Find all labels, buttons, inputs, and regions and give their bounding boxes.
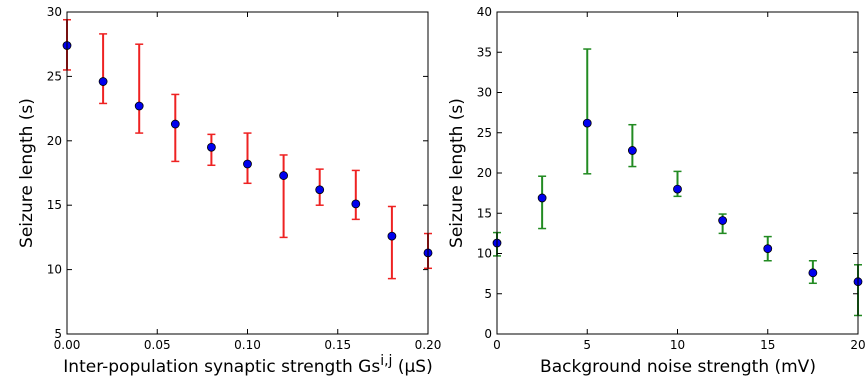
left-y-tick-label: 20 [47, 134, 62, 148]
right-y-axis-label: Seizure length (s) [447, 98, 467, 248]
left-data-point [98, 77, 108, 86]
right-x-tick-label: 5 [583, 338, 591, 352]
left-x-tick-label: 0.15 [324, 338, 351, 352]
right-x-tick-label: 15 [760, 338, 775, 352]
right-y-tick-label: 10 [477, 247, 492, 261]
left-error-bars [63, 18, 432, 280]
left-y-tick-labels: 5 10 15 20 25 30 [47, 5, 62, 341]
right-y-tick-label: 30 [477, 86, 492, 100]
left-chart: 0.00 0.05 0.10 0.15 0.20 5 10 15 20 25 30 Seizure… [17, 5, 441, 377]
right-y-tick-label: 0 [484, 327, 492, 341]
left-x-axis-label-superscript: i,j [380, 353, 392, 369]
left-x-tick-labels: 0.00 0.05 0.10 0.15 0.20 [54, 338, 442, 352]
left-y-tick-label: 30 [47, 5, 62, 19]
left-data-point [279, 171, 289, 180]
right-data-point [763, 244, 773, 254]
right-data-point [718, 216, 728, 225]
left-y-axis-label: Seizure length (s) [17, 98, 37, 248]
left-data-point [315, 185, 325, 195]
right-data-point [582, 118, 592, 128]
left-data-point [387, 231, 397, 241]
right-data-point [673, 184, 682, 194]
left-data-point [206, 142, 216, 152]
left-y-tick-label: 5 [54, 327, 62, 341]
left-x-tick-label: 0.20 [415, 338, 442, 352]
right-y-tick-label: 35 [477, 45, 492, 59]
left-data-point [351, 199, 361, 209]
right-data-point [627, 146, 637, 155]
right-y-tick-label: 5 [484, 287, 492, 301]
left-x-axis-label-main: Inter-population synaptic strength Gs [63, 357, 380, 377]
right-x-axis-label: Background noise strength (mV) [540, 357, 816, 377]
right-data-points [492, 118, 863, 287]
left-data-points [62, 41, 433, 258]
right-y-tick-label: 20 [477, 166, 492, 180]
right-chart: 0 5 10 15 20 0 5 10 15 20 25 30 35 40 Seizure length… [447, 5, 866, 377]
left-x-axis-label-unit: (μS) [392, 357, 432, 377]
left-y-tick-label: 25 [47, 69, 62, 83]
right-data-point [808, 268, 818, 278]
right-x-tick-label: 0 [493, 338, 501, 352]
left-y-tick-label: 10 [47, 263, 62, 277]
right-x-tick-labels: 0 5 10 15 20 [493, 338, 865, 352]
right-error-bars [493, 48, 862, 317]
right-y-tick-label: 25 [477, 126, 492, 140]
right-data-point [537, 193, 547, 203]
left-data-point [134, 101, 144, 111]
right-x-tick-label: 20 [850, 338, 865, 352]
left-data-point [170, 119, 180, 129]
left-y-tick-label: 15 [47, 198, 62, 212]
right-x-tick-label: 10 [670, 338, 685, 352]
left-x-tick-label: 0.05 [144, 338, 171, 352]
left-ticks [66, 11, 429, 335]
left-x-tick-label: 0.10 [234, 338, 261, 352]
right-ticks [496, 11, 859, 335]
left-x-axis-label: Inter-population synaptic strength Gsi,j… [63, 353, 432, 377]
right-y-tick-label: 15 [477, 206, 492, 220]
left-x-tick-label: 0.00 [54, 338, 81, 352]
right-y-tick-labels: 0 5 10 15 20 25 30 35 40 [477, 5, 492, 341]
right-y-tick-label: 40 [477, 5, 492, 19]
left-data-point [243, 159, 252, 169]
